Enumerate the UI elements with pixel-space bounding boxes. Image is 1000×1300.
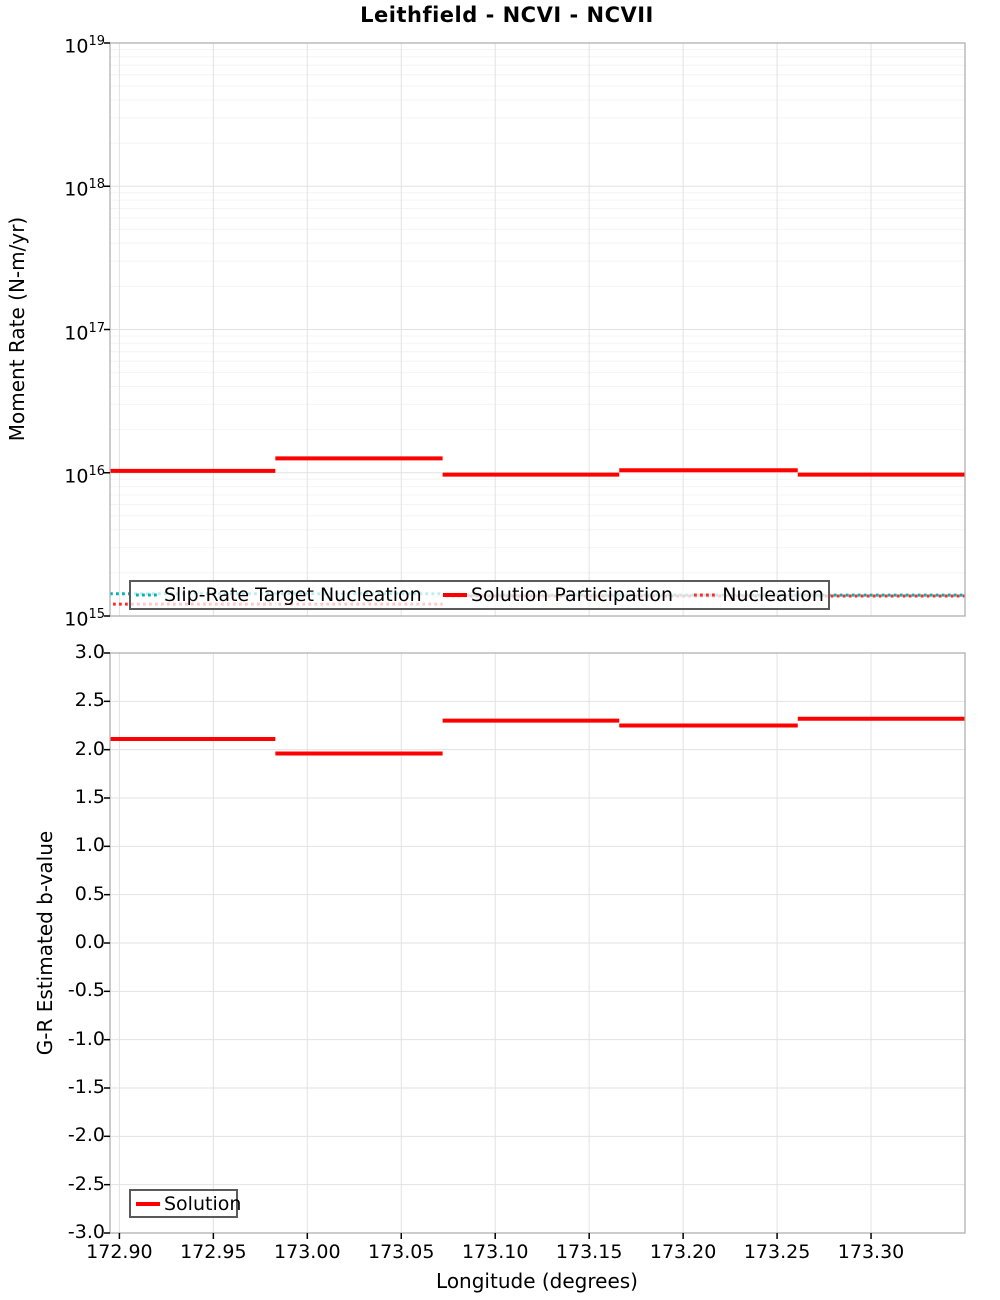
legend-entry-slip-rate-target-nucleation: Slip-Rate Target Nucleation (135, 584, 422, 606)
x-tick-label: 173.10 (461, 1241, 529, 1263)
y-tick-label: -3.0 (67, 1221, 105, 1243)
y-tick-label: 1.0 (74, 834, 105, 857)
y-tick-label: 1.5 (74, 786, 105, 808)
y-tick-label: 1015 (64, 607, 105, 631)
b-value-chart (104, 652, 966, 1239)
x-tick-label: 173.20 (649, 1241, 717, 1263)
x-tick-label: 172.95 (180, 1241, 247, 1263)
y-tick-label: -1.0 (67, 1027, 105, 1050)
x-tick-label: 173.00 (274, 1241, 341, 1263)
legend-sample-solution-participation (442, 593, 467, 597)
legend-entry-solution: Solution (135, 1193, 241, 1215)
chart-title: Leithfield - NCVI - NCVII (360, 3, 654, 27)
moment-chart-legend: Slip-Rate Target Nucleation Solution Part… (129, 580, 830, 610)
y-tick-label: -2.5 (67, 1172, 105, 1195)
legend-sample-slip-rate-target-nucleation (136, 593, 160, 597)
x-tick-label: 173.15 (555, 1241, 623, 1263)
x-tick-label: 172.90 (86, 1241, 153, 1263)
longitude-axis-label: Longitude (degrees) (436, 1269, 638, 1293)
y-tick-label: 0.0 (74, 931, 105, 953)
legend-entry-solution-participation: Solution Participation (442, 584, 673, 606)
x-tick-label: 173.30 (837, 1241, 905, 1263)
legend-sample-nucleation (694, 593, 719, 597)
y-tick-label: 1017 (64, 320, 105, 344)
legend-label: Nucleation (722, 584, 824, 606)
moment-rate-chart (104, 42, 966, 617)
y-tick-label: -1.5 (67, 1076, 105, 1098)
legend-entry-nucleation: Nucleation (693, 584, 824, 606)
y-tick-label: -2.0 (67, 1124, 105, 1147)
legend-label: Slip-Rate Target Nucleation (164, 584, 422, 606)
y-tick-label: -0.5 (67, 979, 105, 1002)
y-tick-label: 1016 (64, 463, 105, 488)
y-tick-label: 2.5 (74, 689, 105, 712)
y-tick-label: 3.0 (74, 641, 105, 663)
x-tick-label: 173.05 (368, 1241, 435, 1263)
legend-label: Solution Participation (470, 584, 673, 606)
y-tick-label: 1018 (64, 177, 105, 201)
y-tick-label: 2.0 (74, 737, 105, 760)
legend-label: Solution (164, 1192, 242, 1215)
bvalue-chart-legend: Solution (129, 1189, 241, 1218)
x-tick-label: 173.25 (743, 1241, 811, 1263)
y-tick-label: 1019 (64, 34, 105, 58)
legend-sample-solution (136, 1201, 160, 1206)
y-tick-label: 0.5 (74, 882, 105, 905)
